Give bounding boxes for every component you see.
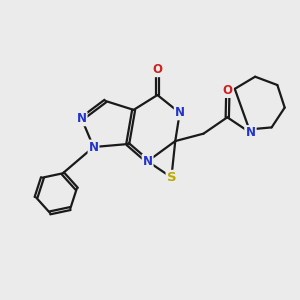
Text: N: N bbox=[175, 106, 185, 119]
Text: O: O bbox=[223, 84, 233, 97]
Text: N: N bbox=[245, 126, 256, 139]
Text: N: N bbox=[142, 155, 153, 168]
Text: N: N bbox=[88, 140, 98, 154]
Text: O: O bbox=[152, 63, 162, 76]
Text: N: N bbox=[76, 112, 87, 125]
Text: N: N bbox=[245, 126, 256, 139]
Text: S: S bbox=[167, 171, 176, 184]
